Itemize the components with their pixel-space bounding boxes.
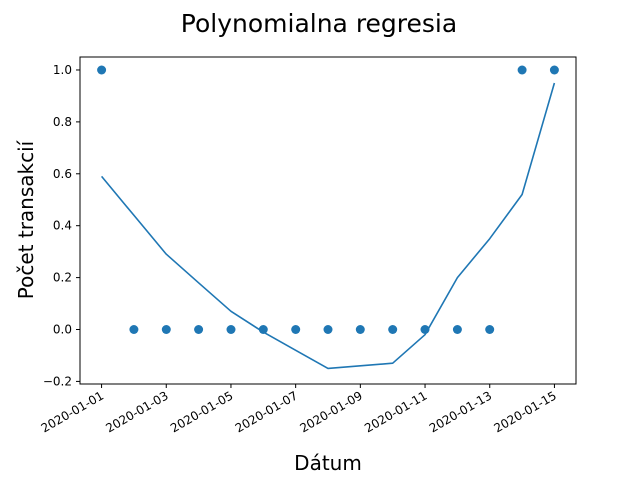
- x-tick-label: 2020-01-03: [103, 388, 170, 435]
- x-tick-label: 2020-01-01: [39, 388, 106, 435]
- data-point: [388, 325, 398, 334]
- y-tick-label: 0.8: [53, 115, 72, 129]
- x-tick-label: 2020-01-09: [297, 388, 364, 435]
- data-point: [291, 325, 301, 334]
- data-point: [97, 65, 107, 75]
- x-tick-label: 2020-01-15: [492, 388, 559, 435]
- chart-title: Polynomialna regresia: [181, 9, 457, 38]
- data-point: [161, 325, 171, 334]
- data-point: [258, 325, 268, 334]
- regression-line: [100, 82, 556, 370]
- axes-frame: [79, 56, 577, 385]
- data-point: [517, 65, 527, 75]
- y-tick-label: 0.4: [53, 219, 72, 233]
- data-point: [355, 325, 365, 334]
- x-tick-label: 2020-01-07: [233, 388, 300, 435]
- x-tick-label: 2020-01-11: [362, 388, 429, 435]
- x-tick-label: 2020-01-05: [168, 388, 235, 435]
- y-tick-label: 0.2: [53, 271, 72, 285]
- y-tick-label: 0.6: [53, 167, 72, 181]
- data-point: [485, 325, 495, 334]
- data-point: [194, 325, 204, 334]
- data-point: [323, 325, 333, 334]
- data-point: [226, 325, 236, 334]
- data-point: [549, 65, 559, 75]
- x-axis-label: Dátum: [294, 451, 362, 475]
- y-tick-label: 1.0: [53, 63, 72, 77]
- x-tick-label: 2020-01-13: [427, 388, 494, 435]
- data-point: [129, 325, 139, 334]
- plot-area: [97, 65, 559, 370]
- data-point: [452, 325, 462, 334]
- y-tick-label: −0.2: [43, 374, 72, 388]
- y-axis-label: Počet transakcií: [14, 139, 38, 299]
- y-tick-label: 0.0: [53, 323, 72, 337]
